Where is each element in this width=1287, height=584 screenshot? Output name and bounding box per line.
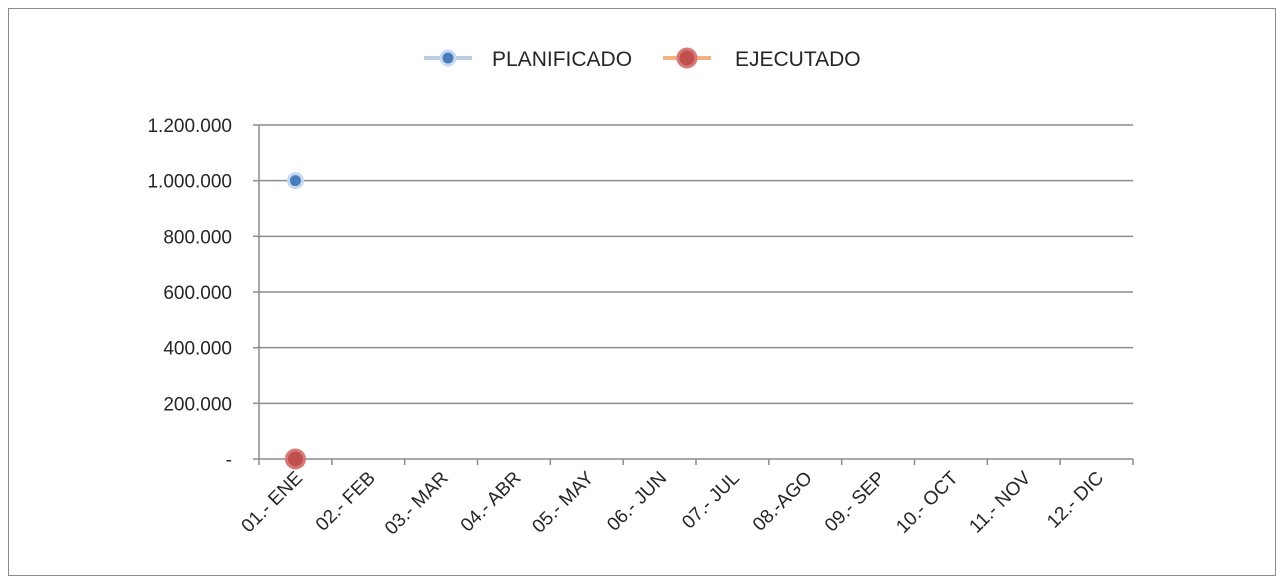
y-tick-label: 200.000 [163, 394, 232, 415]
legend-label: EJECUTADO [735, 48, 861, 71]
x-tick-label: 02.- FEB [312, 468, 380, 536]
gridlines [259, 124, 1133, 405]
x-tick-label: 10.- OCT [892, 467, 962, 537]
x-tick-labels: 01.- ENE 02.- FEB 03.- MAR 04.- ABR 05.- MAY… [238, 467, 1109, 539]
x-tick-label: 12.- DIC [1043, 468, 1108, 533]
x-tick-label: 03.- MAR [381, 468, 453, 540]
y-tick-label: 600.000 [163, 283, 232, 304]
data-point [286, 172, 304, 190]
x-tick-label: 05.- MAY [528, 467, 598, 537]
x-tick-label: 01.- ENE [238, 468, 307, 537]
x-tick-label: 11.- NOV [965, 467, 1035, 537]
y-tick-label: - [226, 450, 232, 471]
y-tick-label: 1.000.000 [147, 172, 232, 193]
y-tick-labels: - 200.000 400.000 600.000 800.000 1.000.000 1.… [147, 116, 232, 471]
y-tick-label: 1.200.000 [147, 116, 232, 137]
series-layer [284, 172, 306, 470]
x-tick-label: 06.- JUN [603, 468, 671, 536]
axes [253, 124, 1134, 465]
x-tick-label: 09.- SEP [821, 468, 890, 537]
legend-marker [676, 47, 698, 69]
x-tick-label: 08.-AGO [749, 468, 817, 536]
x-tick-label: 07.- JUL [678, 468, 744, 534]
data-point [284, 448, 306, 470]
legend-marker [439, 49, 457, 67]
x-tick-label: 04.- ABR [457, 468, 526, 537]
y-tick-label: 800.000 [163, 227, 232, 248]
legend-label: PLANIFICADO [492, 48, 632, 71]
y-tick-label: 400.000 [163, 339, 232, 360]
legend: PLANIFICADO EJECUTADO [424, 47, 861, 71]
